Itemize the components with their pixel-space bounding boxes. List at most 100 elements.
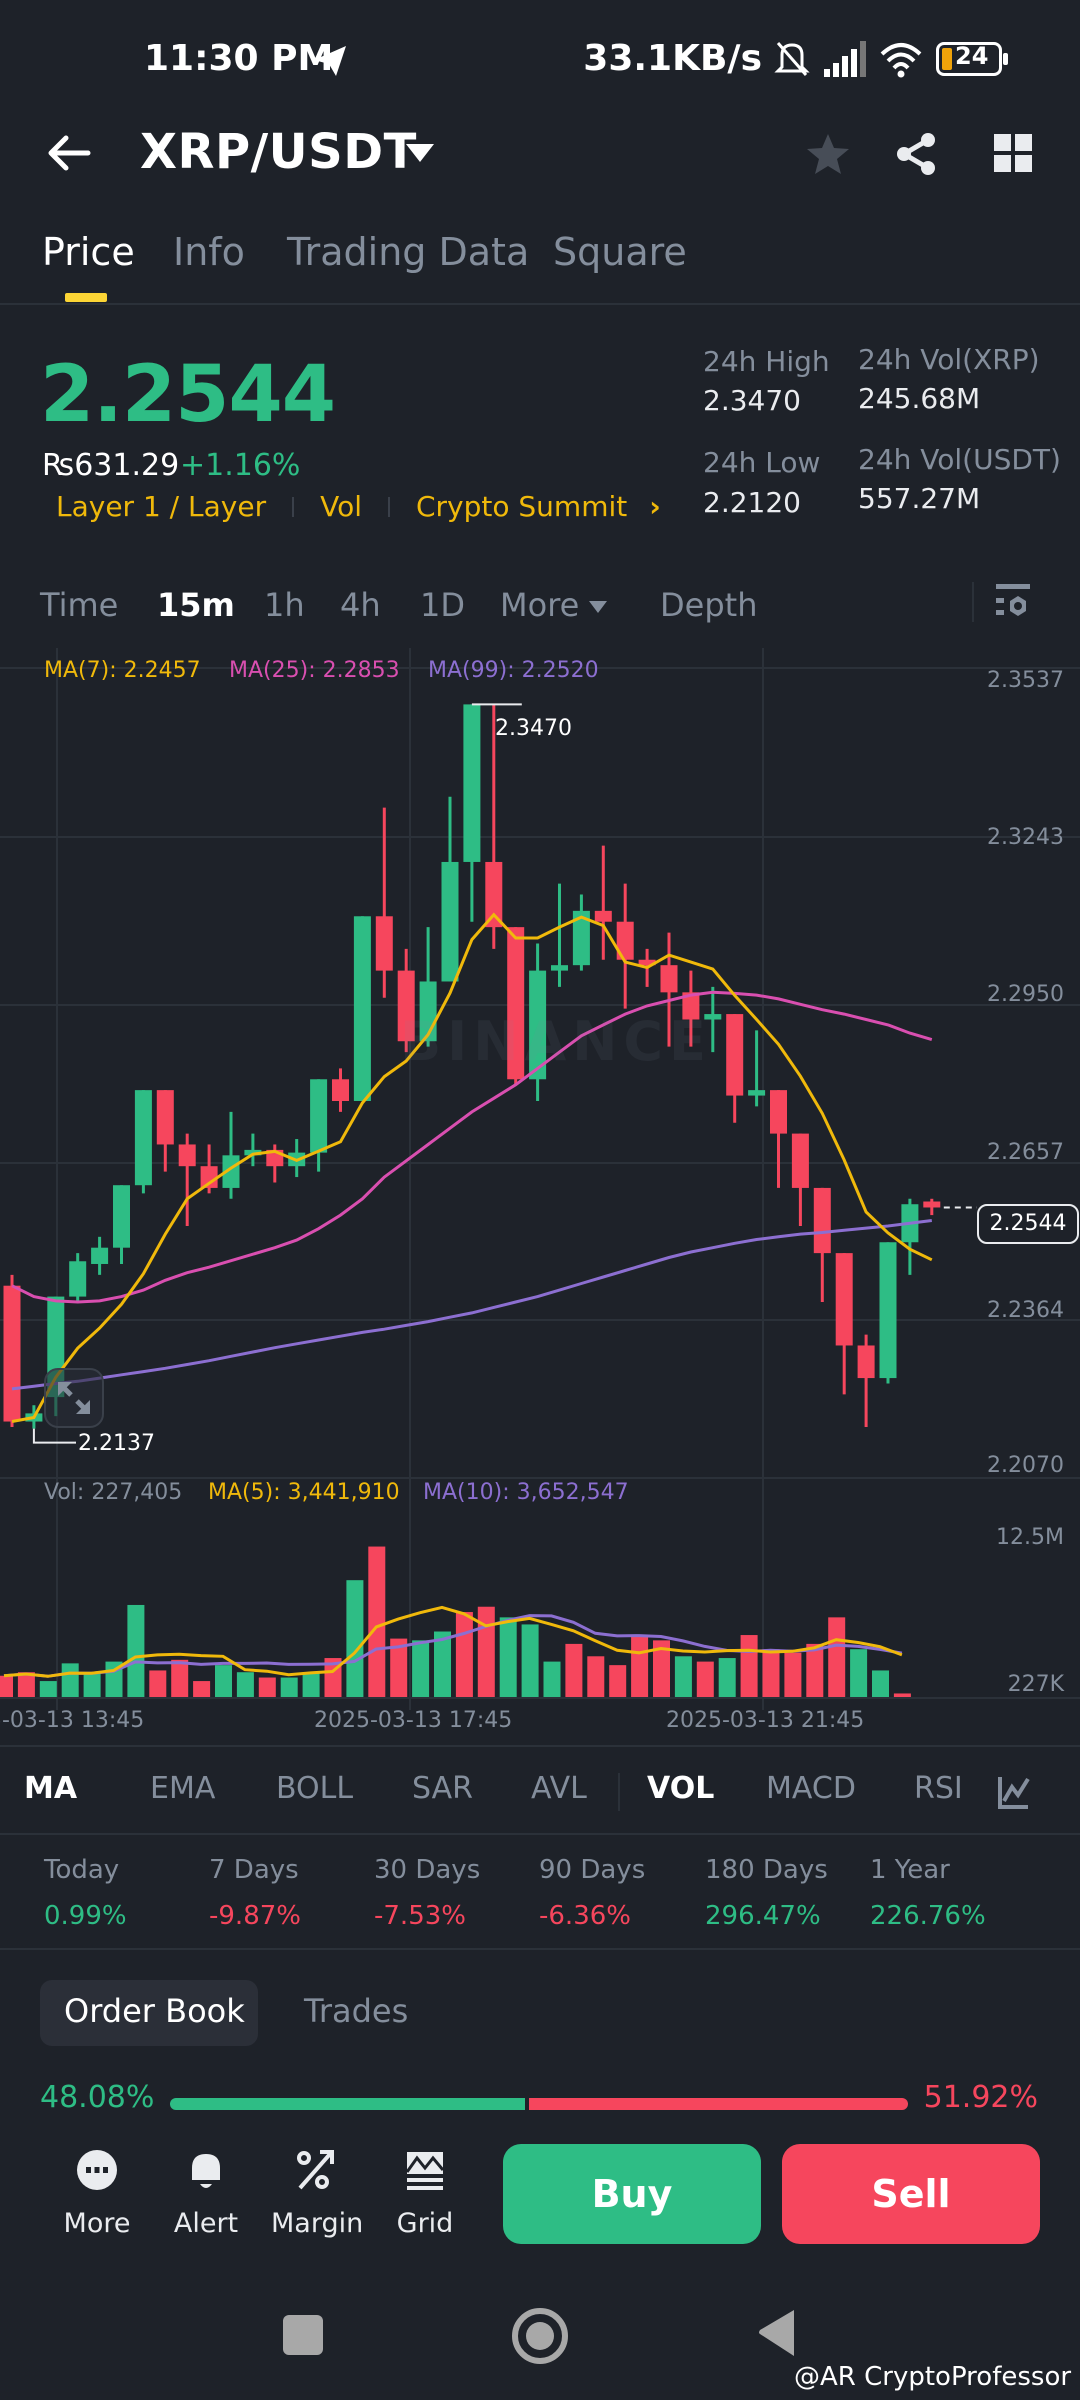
recents-button[interactable] (283, 2315, 323, 2355)
perf-label: 180 Days (705, 1855, 828, 1885)
high-value: 2.3470 (703, 384, 801, 417)
grid-button[interactable]: Grid (380, 2148, 470, 2239)
back-button[interactable] (756, 2308, 796, 2358)
volume-axis-label: 12.5M (996, 1525, 1064, 1550)
time-axis-label: 2025-03-13 21:45 (666, 1708, 865, 1733)
more-label: More (63, 2208, 131, 2239)
perf-value: 0.99% (44, 1901, 127, 1931)
tab-order-book-label[interactable]: Order Book (64, 1992, 245, 2030)
ind-vol[interactable]: VOL (647, 1771, 715, 1806)
network-speed: 33.1KB/s (583, 38, 762, 79)
star-icon[interactable] (804, 130, 852, 178)
time-axis-label: 2025-03-13 13:45 (0, 1708, 152, 1733)
tf-time[interactable]: Time (40, 586, 119, 624)
max-price-label: 2.3470 (495, 716, 572, 741)
time-axis-label: 2025-03-13 17:45 (314, 1708, 513, 1733)
volume-axis-label: 227K (1007, 1672, 1064, 1697)
ind-boll[interactable]: BOLL (276, 1771, 354, 1806)
vol-ma5-legend: MA(5): 3,441,910 (208, 1480, 400, 1505)
tf-1d[interactable]: 1D (420, 586, 465, 624)
tab-trading-data[interactable]: Trading Data (287, 230, 530, 274)
vol-base-value: 245.68M (858, 382, 981, 415)
telegram-icon (314, 46, 346, 76)
perf-label: 7 Days (209, 1855, 299, 1885)
more-dots-icon (77, 2150, 117, 2190)
tab-order-book[interactable] (40, 1980, 258, 2046)
tf-4h[interactable]: 4h (340, 586, 381, 624)
divider (618, 1773, 620, 1811)
perf-value: 226.76% (870, 1901, 986, 1931)
active-tab-indicator (65, 293, 107, 302)
status-time: 11:30 PM (144, 38, 334, 79)
user-watermark: @AR CryptoProfessor (794, 2362, 1072, 2392)
last-price: 2.2544 (40, 350, 336, 440)
tf-more-label: More (500, 586, 580, 624)
action-bar: More Alert Margin Grid Buy Sell (0, 2140, 1080, 2250)
perf-1y: 1 Year 226.76% (870, 1855, 986, 1931)
chart-settings-icon[interactable] (996, 584, 1030, 622)
alert-button[interactable]: Alert (161, 2148, 251, 2239)
price-axis-label: 2.3537 (987, 668, 1064, 693)
tf-15m[interactable]: 15m (157, 586, 235, 624)
back-arrow-icon[interactable] (44, 128, 94, 178)
binance-watermark: BINANCE (400, 1010, 712, 1073)
bid-bar (170, 2098, 525, 2110)
tab-price[interactable]: Price (42, 230, 135, 274)
tab-square[interactable]: Square (553, 230, 687, 274)
bid-ask-ratio: 48.08% 51.92% (0, 2080, 1080, 2130)
buy-button[interactable]: Buy (503, 2144, 761, 2244)
tag-layer[interactable]: Layer 1 / Layer (56, 490, 267, 523)
grid-layout-icon[interactable] (990, 130, 1038, 178)
indicator-settings-icon[interactable] (998, 1775, 1030, 1809)
bid-percent: 48.08% (40, 2080, 155, 2115)
perf-label: Today (44, 1855, 120, 1885)
ind-rsi[interactable]: RSI (914, 1771, 963, 1806)
share-icon[interactable] (892, 130, 940, 178)
ind-avl[interactable]: AVL (531, 1771, 587, 1806)
low-label: 24h Low (703, 446, 821, 479)
vol-quote-value: 557.27M (858, 482, 981, 515)
margin-button[interactable]: Margin (271, 2148, 363, 2239)
perf-180d: 180 Days 296.47% (705, 1855, 828, 1931)
perf-value: 296.47% (705, 1901, 821, 1931)
divider (972, 582, 974, 622)
tab-info[interactable]: Info (173, 230, 245, 274)
perf-90d: 90 Days -6.36% (539, 1855, 645, 1931)
ind-ema[interactable]: EMA (150, 1771, 216, 1806)
more-button[interactable]: More (52, 2148, 142, 2239)
margin-percent-icon (297, 2150, 334, 2190)
price-axis-label: 2.2950 (987, 982, 1064, 1007)
fiat-price: ₨631.29 (42, 448, 180, 483)
wifi-icon (880, 42, 922, 77)
tag-crypto-summit[interactable]: Crypto Summit (415, 490, 628, 523)
status-icons: 33.1KB/s 24 (583, 38, 1008, 79)
price-axis-label: 2.2070 (987, 1453, 1064, 1478)
pair-dropdown-caret-icon[interactable] (406, 144, 434, 162)
main-tabs: Price Info Trading Data Square (0, 225, 1080, 305)
home-dot-icon (526, 2322, 554, 2350)
pair-title[interactable]: XRP/USDT (140, 124, 417, 180)
perf-value: -6.36% (539, 1901, 631, 1931)
tf-more[interactable]: More (500, 586, 608, 624)
home-button[interactable] (512, 2308, 568, 2364)
tag-divider (292, 496, 295, 517)
price-axis-label: 2.2364 (987, 1298, 1064, 1323)
chart-canvas[interactable] (0, 648, 1080, 1748)
tags-row: Layer 1 / Layer Vol Crypto Summit › (56, 490, 661, 523)
ind-macd[interactable]: MACD (766, 1771, 856, 1806)
chevron-right-icon[interactable]: › (649, 490, 661, 523)
more-caret-icon (589, 601, 608, 613)
vol-legend: Vol: 227,405 (44, 1480, 183, 1505)
fullscreen-button[interactable] (44, 1368, 104, 1428)
tf-1h[interactable]: 1h (264, 586, 305, 624)
tag-vol[interactable]: Vol (320, 490, 362, 523)
low-value: 2.2120 (703, 486, 801, 519)
sell-button[interactable]: Sell (782, 2144, 1040, 2244)
tab-trades[interactable]: Trades (304, 1992, 409, 2030)
candlestick-chart[interactable]: MA(7): 2.2457 MA(25): 2.2853 MA(99): 2.2… (0, 648, 1080, 1748)
ind-ma[interactable]: MA (24, 1771, 78, 1806)
bell-icon (192, 2154, 220, 2188)
perf-label: 90 Days (539, 1855, 646, 1885)
ind-sar[interactable]: SAR (412, 1771, 473, 1806)
tf-depth[interactable]: Depth (660, 586, 758, 624)
